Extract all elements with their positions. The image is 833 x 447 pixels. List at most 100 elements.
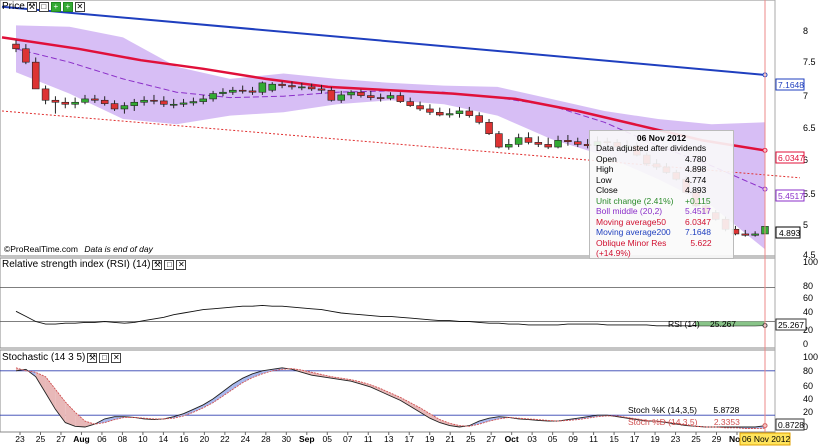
x-axis-label: 25: [466, 434, 476, 444]
candle-body: [445, 113, 454, 116]
tooltip-row-label: Moving average50: [596, 216, 666, 227]
candle-body: [436, 111, 444, 116]
x-axis-label: 25: [36, 434, 46, 444]
ma50-last-tag: [775, 151, 805, 164]
rsi-oversold-fill: [696, 321, 765, 326]
close-icon[interactable]: ✕: [111, 352, 122, 363]
tooltip-row-label: Oblique Minor Res (+14.9%): [596, 237, 667, 259]
stoch-last-tag: [775, 418, 805, 431]
candle-body: [416, 105, 424, 110]
wrench-icon[interactable]: ⚒: [87, 352, 98, 363]
candle-body: [337, 94, 345, 101]
x-axis-label: 30: [282, 434, 292, 444]
close-icon[interactable]: ✕: [74, 1, 85, 12]
candle-body: [554, 140, 562, 148]
stoch-fill-segment: [390, 393, 401, 401]
rsi-last-tag: [775, 318, 807, 331]
stoch-k-line: [15, 367, 766, 428]
data-tooltip: 06 Nov 2012 Data adjusted after dividend…: [589, 130, 734, 259]
ma50-last-value: 6.0347: [778, 153, 804, 163]
tooltip-row-value: 4.780: [685, 153, 707, 164]
tooltip-row: Close 4.893: [590, 185, 733, 196]
x-axis-label: 27: [486, 434, 496, 444]
candle-body: [248, 90, 257, 93]
stoch-tick-label: 0: [803, 422, 808, 432]
rsi-panel-label: Relative strength index (RSI) (14): [2, 259, 151, 270]
candle-body: [534, 142, 543, 145]
stoch-fill-segment: [193, 404, 204, 413]
candle-body: [426, 108, 434, 113]
stoch-fill-segment: [429, 413, 440, 423]
candle-body: [219, 91, 227, 94]
rsi-tick-label: 40: [803, 307, 813, 317]
candle-body: [199, 98, 207, 102]
candle-body: [41, 88, 50, 101]
oblique-resistance-line: [1, 110, 801, 179]
x-axis-label: 27: [56, 434, 66, 444]
x-axis-label: 19: [425, 434, 435, 444]
tooltip-row: Open 4.780: [590, 154, 733, 165]
window-icon[interactable]: □: [164, 259, 175, 270]
candle-body: [238, 89, 247, 92]
tooltip-row-value: 4.898: [685, 164, 707, 174]
ma50-line: [1, 36, 766, 152]
stoch-fill-segment: [183, 409, 194, 416]
candle-body: [406, 101, 414, 106]
candle-body: [386, 95, 395, 99]
candle-body: [189, 101, 198, 104]
stoch-fill-segment: [75, 412, 85, 428]
window-icon[interactable]: □: [99, 352, 110, 363]
stoch-last-value: 0.8728: [778, 420, 804, 430]
x-axis-label: 06: [97, 434, 107, 444]
tooltip-subtitle-row: Data adjusted after dividends: [590, 143, 733, 154]
price-tick-label: 5.5: [803, 189, 816, 199]
x-axis-label: 11: [589, 434, 598, 444]
x-axis-label: 19: [650, 434, 660, 444]
close-last-value: 4.893: [779, 228, 801, 238]
candle-body: [307, 86, 316, 90]
price-tick-label: 6: [803, 155, 808, 165]
x-axis-label: 20: [200, 434, 210, 444]
rsi-value-label: RSI (14): [668, 319, 700, 329]
tooltip-row-value: 5.4517: [685, 206, 711, 216]
candle-body: [150, 99, 158, 102]
wrench-icon[interactable]: ⚒: [26, 1, 37, 12]
tooltip-row-value: 4.893: [685, 185, 707, 195]
x-axis-label: 23: [671, 434, 681, 444]
rsi-tick-label: 60: [803, 293, 813, 303]
stoch-tick-label: 40: [803, 394, 813, 404]
wrench-icon[interactable]: ⚒: [152, 259, 163, 270]
x-axis-label: 05: [323, 434, 333, 444]
price-tick-label: 7: [803, 91, 808, 101]
rsi-last-value: 25.267: [778, 320, 804, 330]
stoch-fill-segment: [420, 407, 430, 419]
stoch-fill-segment: [410, 402, 421, 413]
x-axis-label: 08: [118, 434, 128, 444]
window-icon[interactable]: □: [38, 1, 49, 12]
add-overlay-icon[interactable]: +: [62, 1, 73, 12]
tooltip-row-label: Close: [596, 185, 618, 195]
close-icon[interactable]: ✕: [176, 259, 187, 270]
candle-body: [564, 140, 572, 143]
candle-body: [495, 133, 503, 148]
ma200-last-tag: [775, 78, 805, 91]
rsi-panel-frame: [0, 257, 776, 349]
candle-body: [288, 85, 296, 88]
stoch-fill-segment: [301, 370, 312, 376]
candle-body: [268, 83, 276, 91]
candle-body: [475, 115, 483, 123]
candle-body: [317, 88, 326, 91]
x-axis-label: 21: [445, 434, 455, 444]
add-indicator-icon[interactable]: +: [50, 1, 61, 12]
x-axis-label: Nov: [729, 434, 745, 444]
tooltip-row-label: Open: [596, 153, 617, 164]
candle-body: [71, 101, 79, 105]
tooltip-row: Moving average200 7.1648: [590, 227, 733, 238]
cursor-date-tag: [739, 432, 791, 446]
oblique-last-tag: [775, 189, 805, 202]
price-panel-label: Price: [2, 1, 25, 12]
tooltip-row: Low 4.774: [590, 175, 733, 186]
x-axis-label: 25: [691, 434, 701, 444]
stoch-fill-segment: [55, 389, 66, 423]
